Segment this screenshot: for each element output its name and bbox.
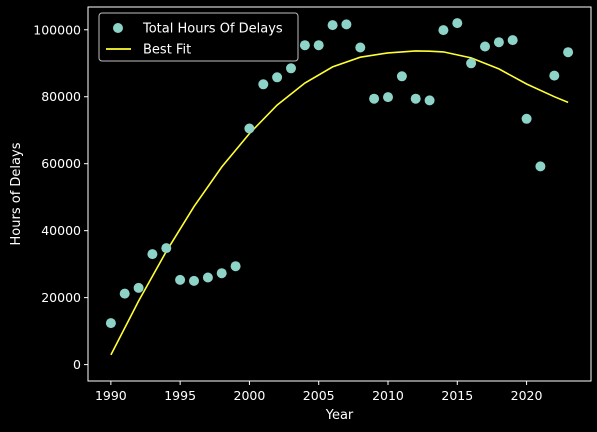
data-point <box>383 92 393 103</box>
plot-area: 1990 1995 2000 2005 2010 2015 2020 0 20000 40000 6… <box>33 6 592 403</box>
data-point <box>189 275 199 286</box>
data-point <box>507 35 518 46</box>
data-point <box>396 71 407 82</box>
legend-label-line: Best Fit <box>143 43 191 58</box>
best-fit-line <box>110 50 569 356</box>
data-point <box>230 261 241 272</box>
legend: Total Hours Of Delays Best Fit <box>98 12 299 62</box>
data-point <box>452 18 463 29</box>
y-tick-label: 20000 <box>41 290 81 305</box>
y-tick-label: 60000 <box>41 156 81 171</box>
data-point <box>424 95 435 106</box>
x-axis-label: Year <box>325 408 354 423</box>
data-point <box>563 47 574 58</box>
x-tick-label: 1990 <box>95 388 127 403</box>
x-tick-label: 2020 <box>511 388 543 403</box>
plot-frame <box>87 6 592 382</box>
data-point <box>369 93 380 104</box>
data-point <box>355 42 366 53</box>
data-point <box>313 40 324 51</box>
data-point <box>286 63 296 74</box>
data-point <box>119 288 130 299</box>
legend-frame <box>98 12 299 62</box>
data-point <box>549 70 560 81</box>
data-point <box>133 282 144 293</box>
y-tick-label: 0 <box>73 357 81 372</box>
data-point <box>175 274 186 285</box>
data-point <box>438 25 449 36</box>
data-point <box>299 40 310 51</box>
data-point <box>341 19 352 30</box>
legend-marker-scatter <box>113 23 123 33</box>
data-point <box>244 123 255 134</box>
data-point <box>258 79 269 90</box>
legend-label-scatter: Total Hours Of Delays <box>142 22 283 37</box>
data-point <box>410 93 421 104</box>
x-tick-label: 2010 <box>372 388 404 403</box>
data-point <box>466 58 477 69</box>
y-tick-label: 100000 <box>33 22 81 37</box>
data-point <box>105 318 116 329</box>
data-point <box>216 268 227 279</box>
x-tick-label: 2015 <box>441 388 473 403</box>
y-tick-label: 40000 <box>41 223 81 238</box>
data-point <box>161 243 172 254</box>
data-point <box>493 37 504 48</box>
data-point <box>272 72 283 83</box>
x-tick-label: 2005 <box>303 388 335 403</box>
data-point <box>202 272 213 283</box>
data-point <box>147 249 158 260</box>
data-point <box>521 113 532 124</box>
y-axis-label: Hours of Delays <box>9 142 24 245</box>
data-point <box>480 41 490 52</box>
y-tick-label: 80000 <box>41 89 81 104</box>
data-point <box>327 20 338 31</box>
x-tick-label: 2000 <box>234 388 266 403</box>
data-point <box>535 161 546 172</box>
x-tick-label: 1995 <box>164 388 196 403</box>
